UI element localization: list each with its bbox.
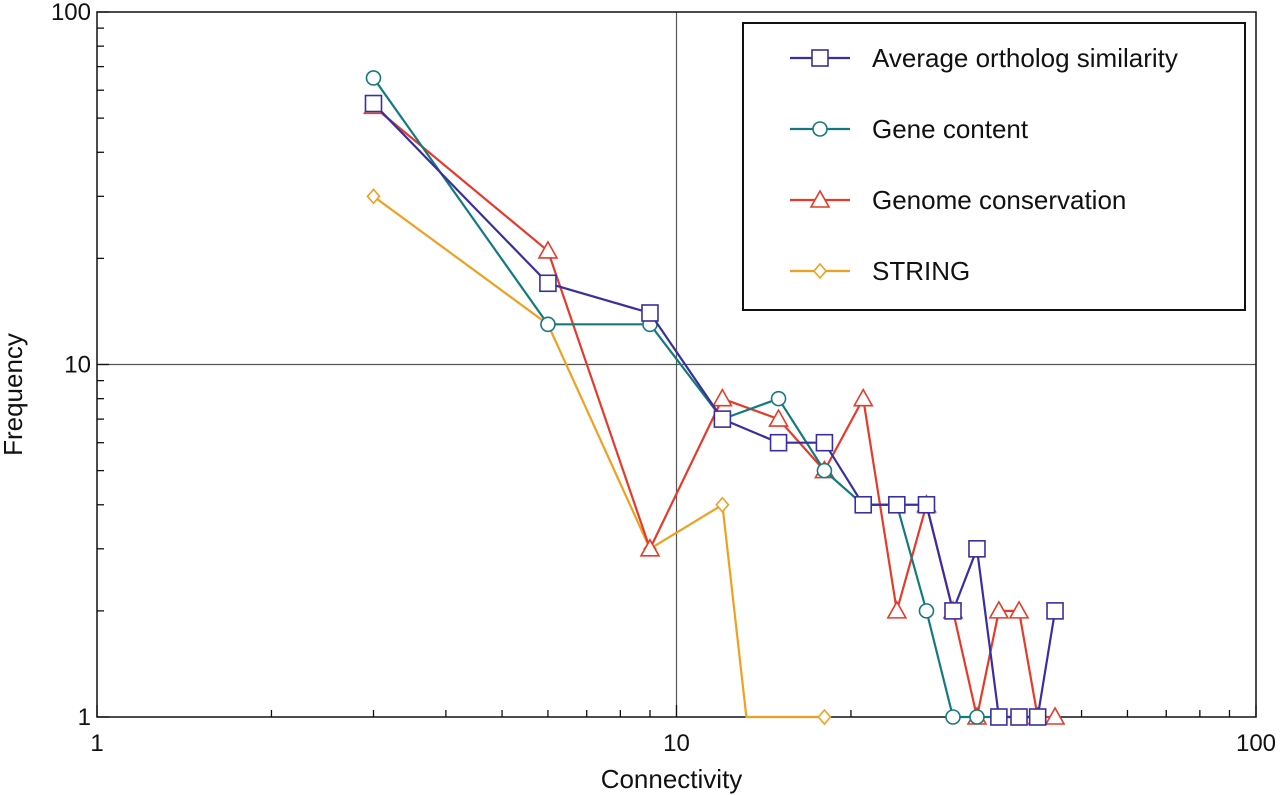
- data-point: [540, 316, 556, 333]
- legend-swatch-marker: [811, 49, 829, 67]
- data-point: [852, 388, 874, 407]
- x-tick-label: 100: [1236, 730, 1276, 757]
- legend-swatch-marker: [812, 121, 828, 137]
- series-line: [372, 195, 825, 719]
- x-tick-label: 1: [90, 730, 103, 757]
- data-point: [854, 495, 873, 514]
- data-point: [1028, 708, 1047, 726]
- legend-label: Average ortholog similarity: [872, 43, 1178, 73]
- legend-label: STRING: [872, 256, 970, 286]
- x-tick-label: 10: [663, 730, 690, 757]
- data-point: [713, 410, 732, 428]
- data-point: [366, 188, 381, 205]
- y-tick-label: 100: [51, 0, 91, 26]
- legend-box: [742, 22, 1246, 311]
- data-point: [641, 304, 659, 322]
- data-point: [715, 496, 730, 514]
- data-point: [365, 70, 382, 86]
- grid-layer: [97, 12, 1256, 717]
- data-point: [537, 240, 559, 259]
- data-point: [364, 94, 383, 113]
- data-point: [1008, 600, 1030, 619]
- data-point: [1044, 706, 1066, 725]
- data-point: [990, 708, 1008, 726]
- data-point: [817, 708, 832, 726]
- y-tick-label: 10: [64, 352, 91, 379]
- data-point: [969, 709, 985, 725]
- legend-label: Genome conservation: [872, 185, 1126, 215]
- data-point: [816, 462, 833, 479]
- data-point: [1046, 602, 1064, 620]
- legend-swatch-marker: [812, 262, 828, 280]
- series-square: [364, 94, 1064, 726]
- y-axis-title: Frequency: [0, 333, 28, 456]
- axes-layer: [96, 11, 1257, 718]
- data-point: [888, 495, 906, 514]
- data-point: [944, 602, 962, 620]
- data-point: [918, 603, 935, 619]
- data-point: [639, 538, 661, 557]
- legend-swatch-marker: [809, 189, 831, 208]
- data-point: [815, 433, 834, 452]
- data-point: [770, 390, 787, 407]
- data-point: [712, 388, 733, 407]
- data-point: [539, 274, 557, 293]
- data-point: [917, 495, 936, 514]
- data-point: [945, 709, 961, 725]
- data-point: [988, 600, 1010, 619]
- data-point: [886, 600, 908, 619]
- data-point: [968, 540, 986, 558]
- legend-label: Gene content: [872, 114, 1029, 144]
- data-point: [1010, 708, 1028, 726]
- x-axis-title: Connectivity: [601, 764, 743, 794]
- legend: Average ortholog similarity Gene content G…: [742, 22, 1246, 311]
- y-tick-label: 1: [78, 704, 91, 731]
- series-layer: [363, 70, 1066, 726]
- data-point: [769, 433, 788, 452]
- data-point: [768, 408, 789, 427]
